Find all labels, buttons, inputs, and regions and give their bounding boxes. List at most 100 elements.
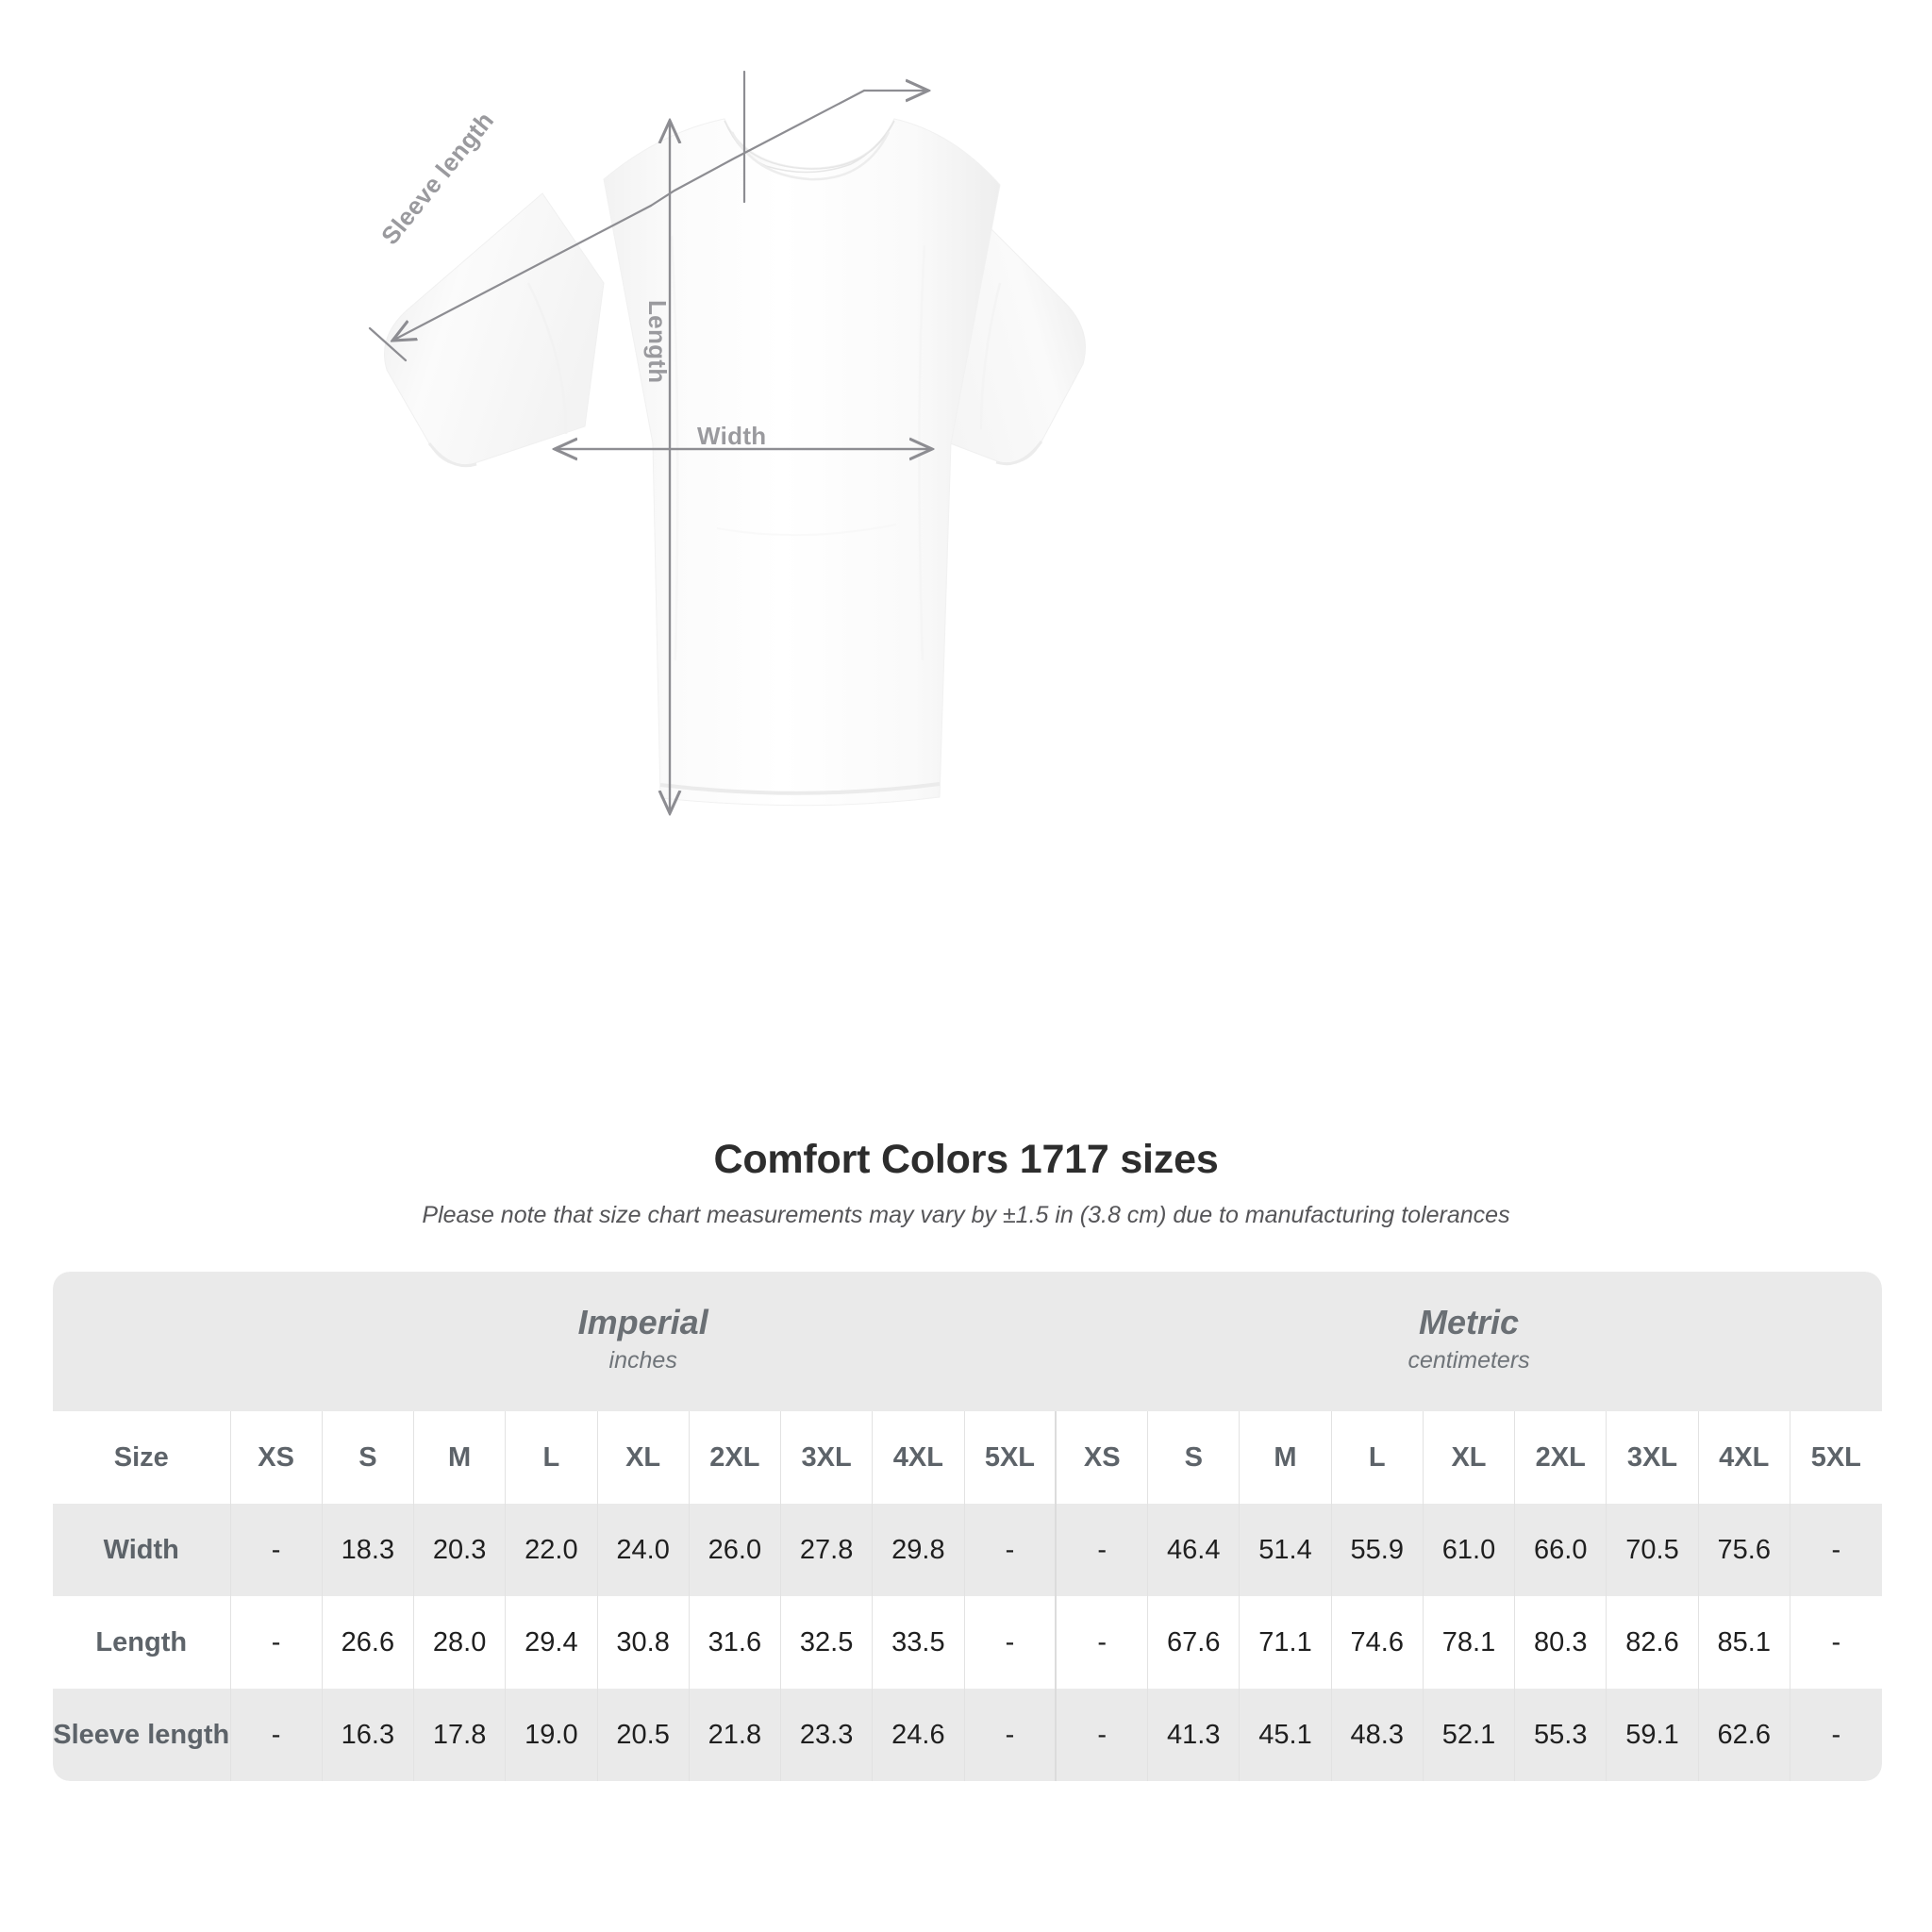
cell-length-imperial-m: 28.0 (412, 1596, 506, 1689)
cell-sleeve-metric-s: 41.3 (1147, 1689, 1240, 1781)
table-row-sleeve-length: Sleeve length - 16.3 17.8 19.0 20.5 21.8… (53, 1689, 1882, 1781)
cell-sleeve-imperial-l: 19.0 (505, 1689, 597, 1781)
cell-width-imperial-s: 18.3 (321, 1504, 414, 1596)
tolerance-note: Please note that size chart measurements… (422, 1202, 1510, 1228)
header-imperial-xl: XL (596, 1411, 690, 1504)
unit-banner-row: Imperial inches Metric centimeters (53, 1272, 1882, 1411)
header-imperial-l: L (505, 1411, 597, 1504)
cell-length-imperial-xs: - (229, 1596, 323, 1689)
unit-section-metric: Metric centimeters (1056, 1272, 1882, 1411)
cell-width-metric-3xl: 70.5 (1606, 1504, 1699, 1596)
header-imperial-2xl: 2XL (688, 1411, 781, 1504)
cell-length-metric-l: 74.6 (1330, 1596, 1424, 1689)
cell-length-metric-m: 71.1 (1239, 1596, 1332, 1689)
header-metric-5xl: 5XL (1789, 1411, 1882, 1504)
cell-width-imperial-5xl: - (963, 1504, 1057, 1596)
row-label-sleeve-length: Sleeve length (53, 1689, 230, 1781)
cell-width-metric-5xl: - (1789, 1504, 1882, 1596)
cell-length-metric-xs: - (1055, 1596, 1148, 1689)
cell-sleeve-imperial-5xl: - (963, 1689, 1057, 1781)
cell-sleeve-metric-5xl: - (1789, 1689, 1882, 1781)
cell-sleeve-metric-4xl: 62.6 (1697, 1689, 1790, 1781)
cell-length-metric-xl: 78.1 (1422, 1596, 1515, 1689)
size-header-row: Size XS S M L XL 2XL 3XL 4XL 5XL XS S M … (53, 1411, 1882, 1504)
cell-width-metric-m: 51.4 (1239, 1504, 1332, 1596)
length-annotation-label: Length (643, 300, 672, 384)
cell-width-imperial-xs: - (229, 1504, 323, 1596)
header-metric-3xl: 3XL (1606, 1411, 1699, 1504)
row-label-width: Width (53, 1504, 230, 1596)
page-title: Comfort Colors 1717 sizes (713, 1137, 1219, 1182)
cell-length-imperial-5xl: - (963, 1596, 1057, 1689)
cell-width-imperial-m: 20.3 (412, 1504, 506, 1596)
header-imperial-3xl: 3XL (779, 1411, 873, 1504)
size-table: Imperial inches Metric centimeters Size … (53, 1272, 1882, 1781)
unit-name-metric: Metric (1419, 1302, 1520, 1341)
unit-banner-spacer (53, 1272, 230, 1411)
cell-width-metric-s: 46.4 (1147, 1504, 1240, 1596)
cell-width-imperial-l: 22.0 (505, 1504, 597, 1596)
cell-length-imperial-4xl: 33.5 (872, 1596, 964, 1689)
header-metric-s: S (1147, 1411, 1240, 1504)
cell-length-imperial-3xl: 32.5 (779, 1596, 873, 1689)
cell-width-metric-l: 55.9 (1330, 1504, 1424, 1596)
header-metric-xs: XS (1055, 1411, 1148, 1504)
cell-sleeve-imperial-m: 17.8 (412, 1689, 506, 1781)
header-imperial-4xl: 4XL (872, 1411, 964, 1504)
cell-length-imperial-xl: 30.8 (596, 1596, 690, 1689)
tshirt-illustration (368, 70, 1086, 1113)
size-table-container: Imperial inches Metric centimeters Size … (53, 1272, 1882, 1781)
cell-sleeve-metric-2xl: 55.3 (1514, 1689, 1607, 1781)
header-metric-4xl: 4XL (1697, 1411, 1790, 1504)
unit-name-imperial: Imperial (577, 1302, 708, 1341)
cell-width-imperial-4xl: 29.8 (872, 1504, 964, 1596)
cell-length-metric-3xl: 82.6 (1606, 1596, 1699, 1689)
cell-width-imperial-xl: 24.0 (596, 1504, 690, 1596)
width-annotation-label: Width (697, 422, 767, 450)
table-row-width: Width - 18.3 20.3 22.0 24.0 26.0 27.8 29… (53, 1504, 1882, 1596)
header-imperial-s: S (321, 1411, 414, 1504)
cell-width-metric-2xl: 66.0 (1514, 1504, 1607, 1596)
cell-width-imperial-3xl: 27.8 (779, 1504, 873, 1596)
cell-length-imperial-2xl: 31.6 (688, 1596, 781, 1689)
cell-length-imperial-l: 29.4 (505, 1596, 597, 1689)
table-row-length: Length - 26.6 28.0 29.4 30.8 31.6 32.5 3… (53, 1596, 1882, 1689)
cell-length-imperial-s: 26.6 (321, 1596, 414, 1689)
cell-length-metric-2xl: 80.3 (1514, 1596, 1607, 1689)
cell-length-metric-4xl: 85.1 (1697, 1596, 1790, 1689)
unit-sub-imperial: inches (608, 1347, 677, 1374)
cell-sleeve-metric-xs: - (1055, 1689, 1148, 1781)
cell-sleeve-imperial-s: 16.3 (321, 1689, 414, 1781)
header-metric-m: M (1239, 1411, 1332, 1504)
header-imperial-xs: XS (229, 1411, 323, 1504)
cell-width-metric-xs: - (1055, 1504, 1148, 1596)
measurement-guides (368, 70, 930, 811)
sleeve-length-arrow (394, 204, 653, 340)
cell-length-metric-5xl: - (1789, 1596, 1882, 1689)
cell-width-metric-4xl: 75.6 (1697, 1504, 1790, 1596)
header-metric-2xl: 2XL (1514, 1411, 1607, 1504)
cell-length-metric-s: 67.6 (1147, 1596, 1240, 1689)
tshirt-garment (384, 118, 1086, 807)
cell-sleeve-imperial-xs: - (229, 1689, 323, 1781)
cell-sleeve-metric-l: 48.3 (1330, 1689, 1424, 1781)
header-size-label: Size (53, 1411, 230, 1504)
cell-sleeve-imperial-3xl: 23.3 (779, 1689, 873, 1781)
header-metric-l: L (1330, 1411, 1424, 1504)
header-imperial-5xl: 5XL (963, 1411, 1057, 1504)
cell-sleeve-imperial-4xl: 24.6 (872, 1689, 964, 1781)
cell-sleeve-imperial-2xl: 21.8 (688, 1689, 781, 1781)
unit-section-imperial: Imperial inches (230, 1272, 1057, 1411)
row-label-length: Length (53, 1596, 230, 1689)
cell-sleeve-metric-m: 45.1 (1239, 1689, 1332, 1781)
header-imperial-m: M (412, 1411, 506, 1504)
tshirt-figure: Sleeve length Length Width (368, 70, 1086, 1113)
header-metric-xl: XL (1422, 1411, 1515, 1504)
cell-width-imperial-2xl: 26.0 (688, 1504, 781, 1596)
cell-sleeve-metric-xl: 52.1 (1422, 1689, 1515, 1781)
cell-sleeve-metric-3xl: 59.1 (1606, 1689, 1699, 1781)
cell-sleeve-imperial-xl: 20.5 (596, 1689, 690, 1781)
unit-sub-metric: centimeters (1407, 1347, 1530, 1374)
title-block: Comfort Colors 1717 sizes Please note th… (0, 1137, 1932, 1229)
